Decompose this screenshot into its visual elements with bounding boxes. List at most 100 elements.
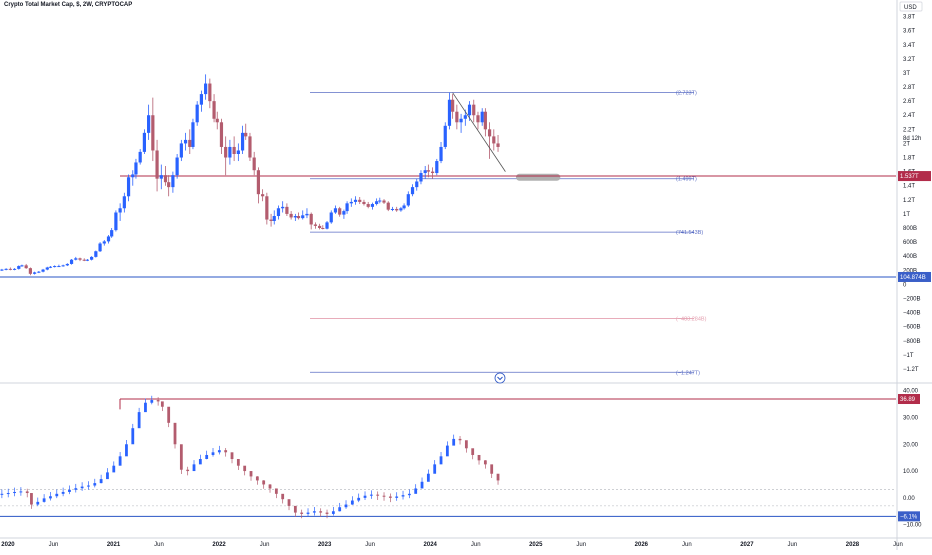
candle-body bbox=[472, 104, 476, 116]
currency-label: USD bbox=[904, 5, 917, 11]
x-tick-label: 2021 bbox=[107, 542, 121, 548]
candle-body bbox=[386, 202, 390, 210]
osc-bar bbox=[300, 512, 304, 514]
y-tick-label: 3.6T bbox=[903, 29, 915, 35]
candle-body bbox=[293, 216, 297, 218]
osc-bar bbox=[293, 505, 297, 513]
candle-body bbox=[289, 213, 293, 218]
osc-bar bbox=[42, 498, 46, 502]
osc-bar bbox=[224, 450, 228, 453]
osc-bar bbox=[426, 473, 430, 482]
candle-body bbox=[53, 266, 57, 268]
osc-bar bbox=[179, 444, 183, 470]
candle-body bbox=[236, 150, 240, 154]
candle-body bbox=[183, 139, 188, 144]
osc-bar bbox=[205, 454, 209, 459]
osc-bar bbox=[363, 495, 367, 498]
osc-bar bbox=[414, 488, 418, 494]
osc-bar bbox=[325, 512, 329, 514]
candle-body bbox=[208, 83, 212, 102]
candle-body bbox=[410, 187, 415, 195]
y-tick-label: 0 bbox=[903, 282, 907, 288]
target-zone bbox=[515, 173, 561, 181]
candle-body bbox=[480, 111, 484, 123]
osc-bar bbox=[243, 465, 247, 472]
candle-body bbox=[435, 161, 439, 174]
candle-body bbox=[17, 266, 21, 269]
osc-bar bbox=[19, 491, 23, 493]
candle-body bbox=[305, 213, 309, 216]
osc-bar bbox=[312, 511, 316, 513]
candle-body bbox=[261, 194, 265, 197]
osc-bar bbox=[137, 412, 141, 429]
candle-body bbox=[338, 208, 342, 215]
candle-body bbox=[114, 212, 118, 231]
candle-body bbox=[426, 170, 430, 172]
arrow-icon[interactable] bbox=[494, 372, 506, 384]
osc-bar bbox=[464, 440, 468, 449]
candle-body bbox=[415, 181, 419, 188]
x-tick-label: Jun bbox=[682, 542, 692, 548]
candle-body bbox=[333, 208, 338, 213]
osc-bar bbox=[150, 400, 154, 403]
candle-body bbox=[159, 175, 163, 179]
candle-body bbox=[325, 222, 329, 229]
candle-body bbox=[370, 204, 375, 207]
candle-body bbox=[313, 224, 318, 226]
osc-bar bbox=[112, 465, 116, 473]
osc-bar bbox=[6, 493, 10, 495]
candle-body bbox=[94, 251, 98, 257]
candle-body bbox=[483, 111, 487, 130]
candle-body bbox=[8, 268, 12, 270]
osc-bar bbox=[186, 469, 190, 472]
x-tick-label: Jun bbox=[576, 542, 586, 548]
osc-y-tick-label: 30.00 bbox=[903, 415, 919, 421]
y-tick-label: −1.2T bbox=[903, 367, 919, 373]
osc-bar bbox=[118, 456, 122, 466]
countdown-label: 8d 12h bbox=[903, 136, 921, 142]
candle-body bbox=[215, 118, 219, 123]
level-price-tag-text: 1.537T bbox=[900, 174, 919, 180]
candle-body bbox=[423, 170, 427, 174]
osc-y-tick-label: 0.00 bbox=[903, 496, 915, 502]
osc-bar bbox=[439, 456, 443, 465]
x-tick-label: Jun bbox=[260, 542, 270, 548]
candle-body bbox=[65, 263, 69, 266]
currency-box[interactable] bbox=[899, 1, 923, 12]
y-tick-label: −400B bbox=[903, 311, 921, 317]
candle-body bbox=[69, 259, 74, 264]
osc-y-tick-label: 40.00 bbox=[903, 389, 919, 395]
x-tick-label: 2022 bbox=[212, 542, 226, 548]
x-tick-label: 2020 bbox=[1, 542, 15, 548]
candle-body bbox=[179, 143, 183, 158]
x-tick-label: Jun bbox=[49, 542, 59, 548]
osc-bar bbox=[249, 471, 253, 477]
candle-body bbox=[269, 219, 273, 221]
osc-bar bbox=[445, 445, 449, 457]
osc-bar bbox=[74, 488, 78, 490]
osc-y-tick-label: −10.00 bbox=[903, 523, 922, 529]
candle-body bbox=[318, 225, 322, 228]
candle-body bbox=[419, 173, 423, 182]
x-tick-label: 2025 bbox=[529, 542, 543, 548]
osc-bar bbox=[344, 504, 348, 508]
candle-body bbox=[102, 241, 106, 244]
y-tick-label: 200B bbox=[903, 268, 917, 274]
osc-bar bbox=[167, 406, 171, 423]
candle-body bbox=[12, 268, 17, 270]
osc-bar bbox=[338, 507, 342, 512]
candle-body bbox=[345, 203, 349, 212]
candle-body bbox=[37, 271, 41, 273]
osc-bar bbox=[483, 460, 487, 465]
arrow-icon-glyph bbox=[497, 376, 503, 381]
candle-body bbox=[382, 200, 386, 203]
candle-body bbox=[195, 104, 199, 123]
candle-body bbox=[191, 122, 195, 147]
fib-level-label: (1.499T) bbox=[676, 177, 697, 183]
candle-body bbox=[151, 115, 155, 151]
candle-body bbox=[349, 201, 353, 204]
candle-body bbox=[28, 268, 32, 274]
y-tick-label: 1.4T bbox=[903, 184, 915, 190]
